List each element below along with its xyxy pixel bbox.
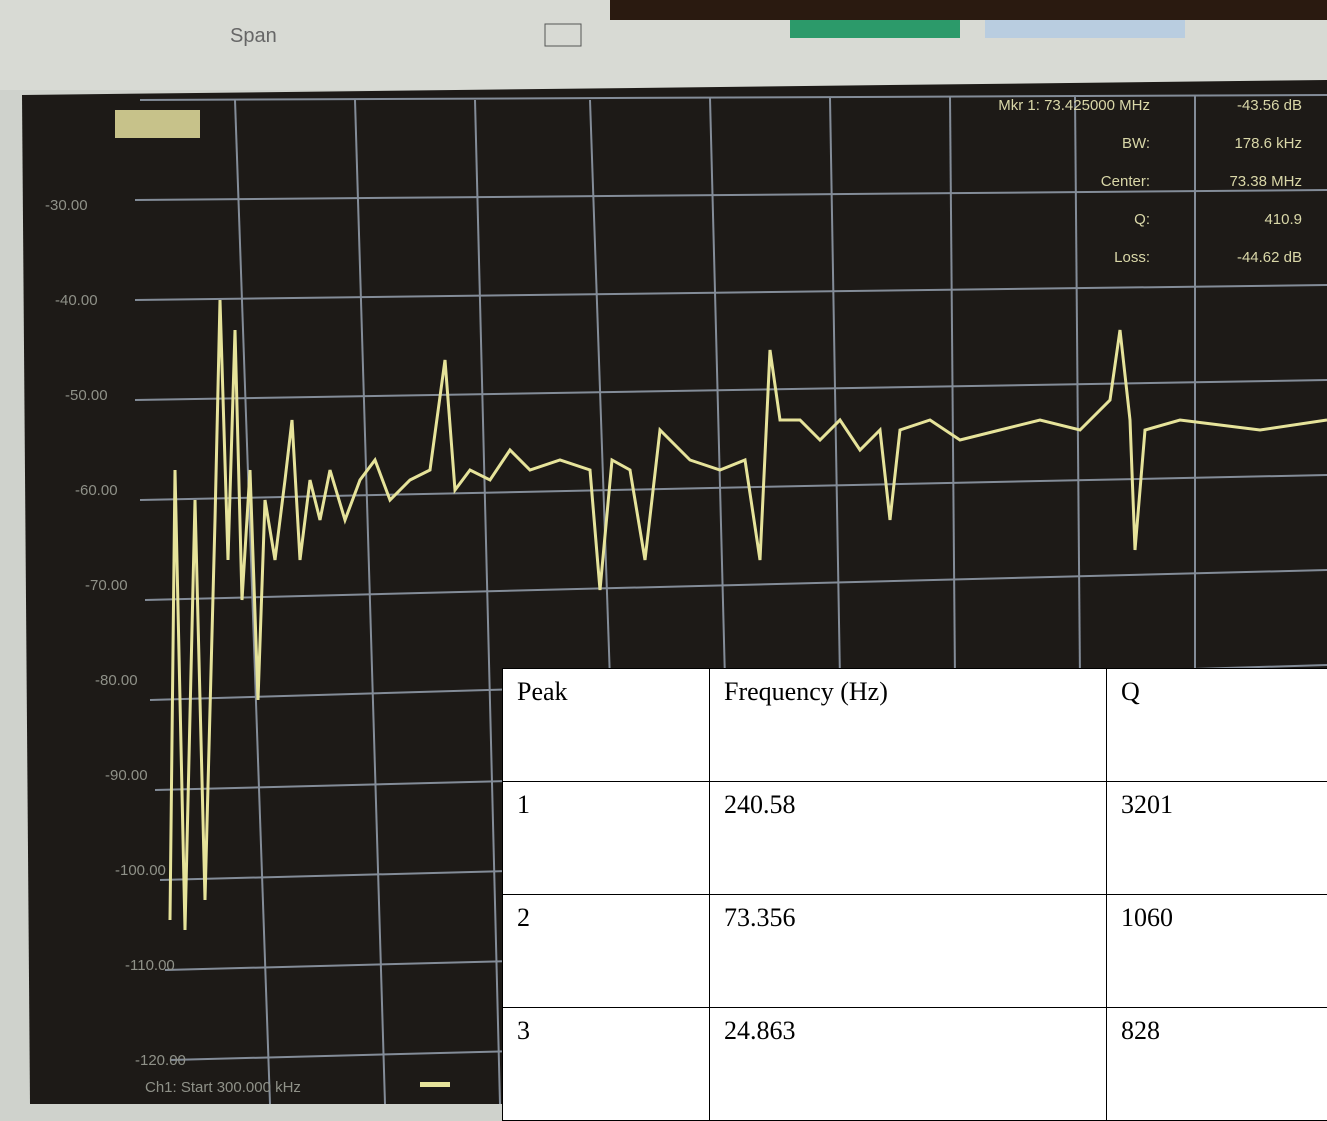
header-cell: Frequency (Hz) xyxy=(710,669,1107,782)
marker-label: Q: xyxy=(1134,211,1150,228)
marker-value: -44.62 dB xyxy=(1237,249,1302,266)
table-header: Peak Frequency (Hz) Q xyxy=(503,669,1327,782)
marker-label: Mkr 1: 73.425000 MHz xyxy=(998,97,1150,114)
peak-table: Peak Frequency (Hz) Q 1 240.58 3201 2 73… xyxy=(502,668,1327,1121)
y-axis-label: -110.00 xyxy=(125,957,175,974)
badge xyxy=(115,110,200,138)
marker-value: 178.6 kHz xyxy=(1234,135,1302,152)
table-row: 1 240.58 3201 xyxy=(503,782,1327,895)
cell: 2 xyxy=(503,895,710,1008)
y-axis-label: -40.00 xyxy=(55,292,98,309)
marker-value: 73.38 MHz xyxy=(1229,173,1302,190)
y-axis-label: -100.00 xyxy=(115,862,166,879)
y-axis-label: -120.00 xyxy=(135,1052,186,1069)
y-axis-label: -30.00 xyxy=(45,197,88,214)
marker-label: Loss: xyxy=(1114,249,1150,266)
footer: Ch1: Start 300.000 kHz xyxy=(145,1079,301,1096)
cell: 1060 xyxy=(1107,895,1327,1008)
y-axis-label: -70.00 xyxy=(85,577,128,594)
y-axis-label: -90.00 xyxy=(105,767,148,784)
photo: Span -30.00 -40.00 -50.00 -60.00 -70.00 -80.0… xyxy=(0,0,1327,1104)
tab xyxy=(985,20,1185,38)
cell: 3201 xyxy=(1107,782,1327,895)
marker-value: 410.9 xyxy=(1264,211,1302,228)
header-cell: Q xyxy=(1107,669,1327,782)
cell: 240.58 xyxy=(710,782,1107,895)
legend-swatch xyxy=(420,1082,450,1087)
marker-label: BW: xyxy=(1122,135,1150,152)
tab xyxy=(790,20,960,38)
y-axis-label: -80.00 xyxy=(95,672,138,689)
marker-label: Center: xyxy=(1101,173,1150,190)
y-axis-label: -50.00 xyxy=(65,387,108,404)
table-row: 2 73.356 1060 xyxy=(503,895,1327,1008)
span-label: Span xyxy=(230,25,277,47)
header-cell: Peak xyxy=(503,669,710,782)
cell: 73.356 xyxy=(710,895,1107,1008)
cell: 1 xyxy=(503,782,710,895)
marker-value: -43.56 dB xyxy=(1237,97,1302,114)
y-axis-label: -60.00 xyxy=(75,482,118,499)
photo-edge xyxy=(610,0,1327,20)
